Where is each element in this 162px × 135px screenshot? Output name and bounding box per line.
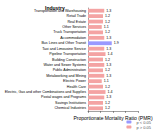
svg-text:Other Services: Other Services bbox=[62, 25, 86, 29]
svg-text:Electric, Gas and other Combin: Electric, Gas and other Combinations and… bbox=[5, 90, 87, 94]
svg-text:Pipeline Transportation: Pipeline Transportation bbox=[49, 52, 86, 56]
svg-text:Building Construction: Building Construction bbox=[52, 58, 86, 62]
svg-text:Proportionate Mortality Ratio: Proportionate Mortality Ratio (PMR) bbox=[73, 114, 153, 121]
svg-text:1.9: 1.9 bbox=[114, 41, 119, 45]
svg-text:Public Administration: Public Administration bbox=[53, 68, 86, 72]
svg-text:1.3: 1.3 bbox=[106, 74, 111, 78]
svg-text:Truck Transportation: Truck Transportation bbox=[53, 30, 86, 34]
svg-text:1.2: 1.2 bbox=[105, 14, 110, 18]
svg-text:Health Care: Health Care bbox=[67, 85, 86, 89]
svg-text:Real Estate: Real Estate bbox=[67, 20, 86, 24]
svg-text:1.3: 1.3 bbox=[106, 9, 111, 13]
svg-text:1.4: 1.4 bbox=[108, 90, 113, 94]
svg-text:1.3: 1.3 bbox=[106, 36, 111, 40]
svg-text:1.2: 1.2 bbox=[105, 20, 110, 24]
svg-text:1.3: 1.3 bbox=[106, 47, 111, 51]
svg-text:1.2: 1.2 bbox=[105, 101, 110, 105]
svg-text:Accommodation: Accommodation bbox=[60, 36, 86, 40]
svg-text:Taxi and Limousine Service: Taxi and Limousine Service bbox=[42, 47, 86, 51]
svg-text:1.3: 1.3 bbox=[106, 95, 111, 99]
svg-text:Chemical Industries: Chemical Industries bbox=[54, 106, 86, 110]
svg-text:Industry: Industry bbox=[45, 5, 65, 11]
svg-text:1.4: 1.4 bbox=[108, 52, 113, 56]
svg-text:Postal wages and Programs: Postal wages and Programs bbox=[41, 95, 86, 99]
svg-text:p > 0.05: p > 0.05 bbox=[136, 125, 151, 130]
svg-text:1.2: 1.2 bbox=[105, 58, 110, 62]
svg-text:1.2: 1.2 bbox=[105, 85, 110, 89]
svg-text:1.2: 1.2 bbox=[105, 68, 110, 72]
svg-text:1.2: 1.2 bbox=[105, 106, 110, 110]
svg-text:Metalworking and Mining: Metalworking and Mining bbox=[46, 74, 86, 78]
svg-text:1.1: 1.1 bbox=[104, 79, 109, 83]
svg-text:1.2: 1.2 bbox=[105, 30, 110, 34]
svg-text:Transportation and Warehousing: Transportation and Warehousing bbox=[33, 8, 86, 13]
svg-text:Electric Power: Electric Power bbox=[63, 79, 87, 83]
svg-text:1.1: 1.1 bbox=[104, 25, 109, 29]
svg-text:Water and Sewer Systems: Water and Sewer Systems bbox=[44, 63, 87, 67]
svg-text:Retail Trade: Retail Trade bbox=[67, 14, 86, 18]
svg-text:Savings Institutions: Savings Institutions bbox=[55, 101, 86, 105]
svg-text:Bus Lines and Other Transit: Bus Lines and Other Transit bbox=[41, 41, 86, 45]
svg-text:1.3: 1.3 bbox=[106, 63, 111, 67]
svg-text:p < 0.05: p < 0.05 bbox=[136, 119, 151, 125]
